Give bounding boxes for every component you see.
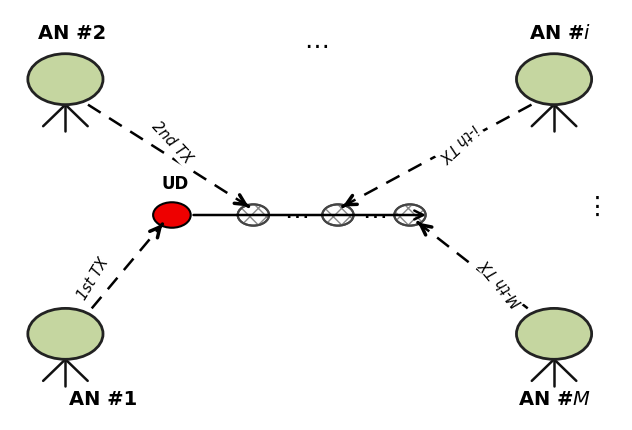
Text: 2nd TX: 2nd TX	[149, 119, 195, 167]
Circle shape	[516, 54, 592, 104]
Circle shape	[153, 202, 191, 228]
Circle shape	[238, 204, 269, 226]
Circle shape	[394, 204, 425, 226]
Circle shape	[28, 308, 103, 359]
Text: UD: UD	[161, 175, 189, 193]
Text: $\vdots$: $\vdots$	[584, 194, 600, 218]
Text: $\cdots$: $\cdots$	[304, 33, 328, 57]
Text: $\cdots$: $\cdots$	[284, 203, 308, 227]
Circle shape	[28, 54, 103, 104]
Text: AN #$M$: AN #$M$	[518, 390, 590, 409]
Text: AN #$i$: AN #$i$	[530, 24, 592, 43]
Text: AN #2: AN #2	[37, 24, 106, 43]
Text: $M$-th TX: $M$-th TX	[476, 255, 526, 311]
Circle shape	[322, 204, 353, 226]
Text: 1st TX: 1st TX	[75, 255, 112, 302]
Text: AN #1: AN #1	[69, 390, 137, 409]
Text: $i$-th TX: $i$-th TX	[435, 120, 482, 166]
Text: $\cdots$: $\cdots$	[362, 203, 386, 227]
Circle shape	[516, 308, 592, 359]
